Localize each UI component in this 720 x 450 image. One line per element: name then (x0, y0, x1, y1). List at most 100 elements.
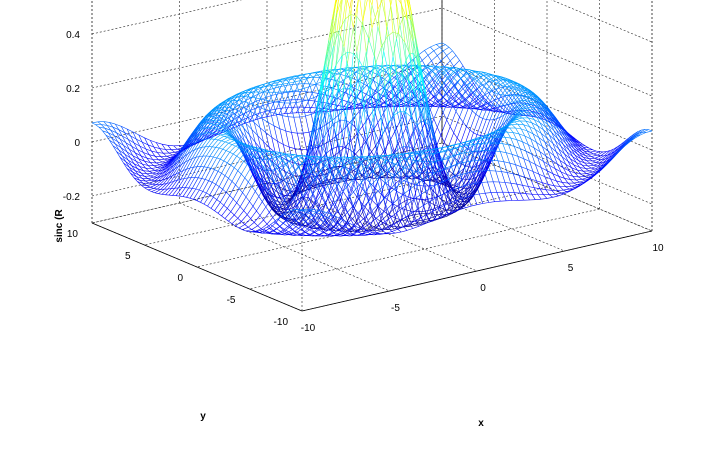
mesh-x-line-48 (434, 74, 439, 80)
mesh-y-line-56 (140, 155, 147, 159)
mesh-x-line-36 (399, 16, 404, 26)
mesh-y-line-45 (249, 134, 256, 143)
mesh-x-line-58 (587, 153, 592, 157)
mesh-x-line-43 (542, 182, 547, 190)
mesh-y-line-25 (418, 65, 425, 93)
mesh-x-line-24 (319, 72, 324, 94)
mesh-x-line-26 (359, 0, 363, 22)
mesh-x-line-26 (400, 209, 405, 221)
mesh-y-line-31 (531, 104, 538, 113)
mesh-y-line-38 (192, 148, 199, 159)
mesh-x-line-50 (467, 86, 472, 91)
mesh-x-line-27 (403, 220, 408, 228)
mesh-y-line-27 (475, 151, 482, 167)
mesh-x-line-23 (253, 88, 258, 93)
mesh-y-line-29 (340, 0, 347, 37)
mesh-y-line-29 (486, 105, 493, 120)
mesh-x-line-60 (529, 115, 534, 117)
mesh-y-line-52 (143, 170, 150, 172)
mesh-x-line-57 (585, 155, 590, 159)
mesh-y-line-22 (230, 202, 237, 212)
mesh-y-line-36 (345, 14, 352, 20)
mesh-y-line-50 (307, 97, 314, 101)
mesh-x-line-50 (450, 68, 454, 72)
mesh-y-line-39 (392, 177, 399, 179)
mesh-x-line-23 (327, 71, 332, 74)
mesh-x-line-50 (506, 103, 510, 106)
mesh-x-line-48 (553, 155, 558, 165)
mesh-y-line-46 (467, 105, 474, 109)
mesh-x-line-29 (288, 82, 293, 92)
mesh-y-line-58 (168, 152, 175, 154)
mesh-y-line-33 (466, 110, 473, 127)
mesh-y-line-58 (250, 107, 257, 111)
mesh-y-line-56 (105, 135, 112, 139)
mesh-y-line-38 (448, 86, 456, 99)
mesh-y-line-24 (387, 31, 394, 37)
mesh-x-line-48 (469, 129, 474, 133)
mesh-x-line-23 (323, 72, 328, 80)
mesh-y-line-56 (432, 73, 439, 81)
mesh-y-line-27 (510, 84, 517, 89)
mesh-y-line-37 (201, 138, 208, 148)
mesh-x-line-48 (536, 116, 541, 123)
mesh-x-line-41 (519, 148, 524, 159)
mesh-x-line-51 (578, 176, 583, 180)
mesh-x-line-26 (250, 102, 255, 111)
mesh-y-line-25 (214, 202, 221, 211)
mesh-y-line-37 (219, 130, 226, 132)
mesh-y-line-31 (304, 174, 311, 197)
mesh-x-line-55 (440, 104, 445, 107)
mesh-y-line-30 (196, 191, 204, 201)
mesh-y-line-57 (335, 97, 342, 101)
mesh-y-line-57 (108, 132, 115, 136)
mesh-x-line-30 (431, 184, 436, 199)
mesh-x-line-52 (584, 176, 588, 178)
mesh-y-line-59 (142, 141, 149, 146)
mesh-y-line-37 (504, 95, 512, 105)
mesh-x-line-49 (559, 160, 564, 169)
mesh-x-line-31 (402, 73, 407, 113)
mesh-y-line-29 (468, 151, 475, 168)
mesh-x-line-46 (465, 165, 469, 168)
mesh-x-line-59 (463, 84, 468, 91)
mesh-y-line-24 (235, 173, 242, 185)
mesh-y-line-46 (350, 133, 358, 141)
mesh-y-line-46 (257, 135, 264, 142)
mesh-x-line-55 (587, 165, 592, 169)
mesh-y-line-30 (488, 92, 495, 105)
mesh-y-line-23 (431, 142, 438, 160)
mesh-y-line-34 (211, 139, 219, 147)
mesh-y-line-57 (166, 154, 173, 157)
mesh-x-line-40 (377, 122, 382, 137)
mesh-x-line-29 (271, 87, 276, 96)
mesh-y-line-28 (326, 121, 333, 155)
mesh-y-line-44 (229, 119, 236, 125)
mesh-y-line-58 (285, 99, 292, 101)
mesh-x-line-39 (406, 139, 411, 150)
mesh-x-line-55 (573, 148, 578, 155)
mesh-y-line-59 (276, 107, 283, 110)
mesh-x-line-27 (277, 84, 282, 93)
mesh-y-line-38 (489, 81, 496, 90)
mesh-y-line-44 (480, 106, 487, 111)
mesh-y-line-38 (501, 97, 508, 105)
mesh-x-line-47 (442, 112, 447, 121)
mesh-x-line-25 (248, 97, 253, 106)
mesh-y-line-59 (124, 132, 131, 137)
mesh-y-line-32 (395, 0, 401, 26)
mesh-y-line-23 (402, 73, 409, 81)
mesh-y-line-51 (467, 82, 474, 91)
mesh-y-line-26 (508, 88, 515, 96)
mesh-y-line-59 (136, 138, 143, 143)
mesh-x-line-26 (372, 117, 377, 149)
mesh-x-line-24 (333, 30, 338, 34)
mesh-y-line-23 (512, 95, 520, 103)
mesh-x-line-38 (516, 183, 521, 194)
mesh-x-line-27 (287, 116, 292, 133)
mesh-x-line-28 (339, 0, 343, 30)
mesh-y-line-45 (365, 132, 373, 142)
mesh-y-line-25 (348, 108, 355, 138)
mesh-x-line-40 (346, 70, 351, 77)
mesh-y-line-43 (232, 126, 240, 134)
